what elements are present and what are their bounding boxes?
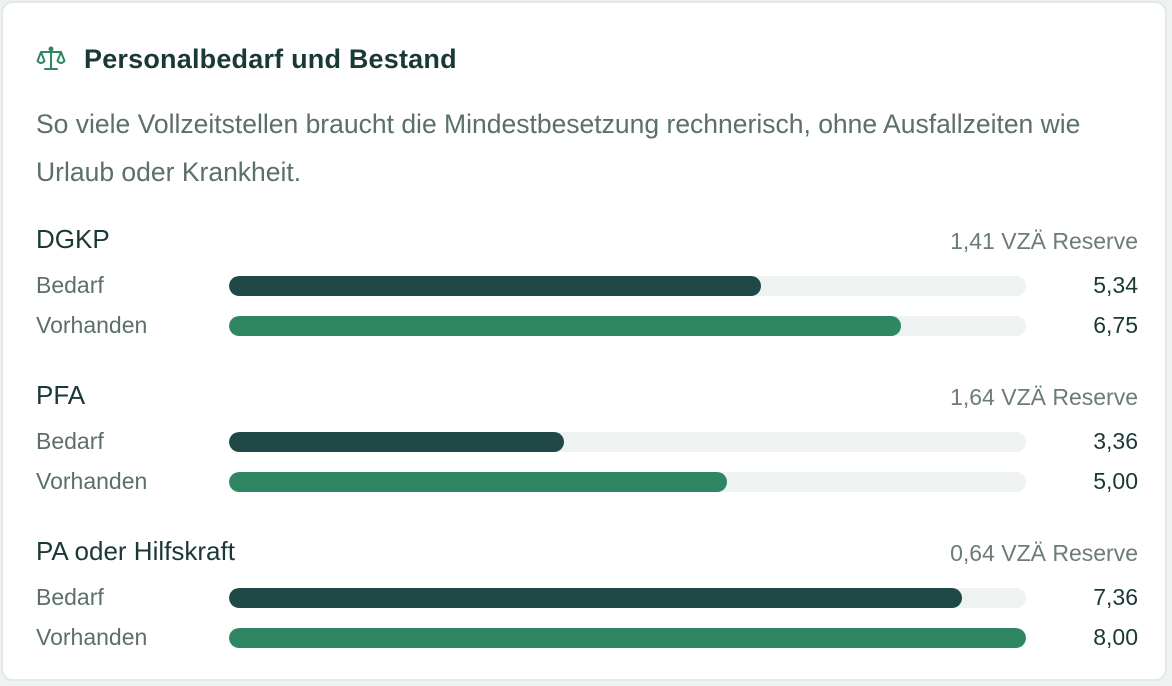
need-row: Bedarf 3,36	[36, 424, 1138, 458]
card-description: So viele Vollzeitstellen braucht die Min…	[36, 109, 1081, 187]
need-bar-fill	[229, 588, 963, 608]
have-value: 8,00	[1093, 624, 1138, 650]
need-row: Bedarf 5,34	[36, 268, 1138, 302]
have-row: Vorhanden 8,00	[36, 620, 1138, 654]
card-header: Personalbedarf und Bestand	[36, 37, 457, 81]
need-bar-fill	[229, 276, 761, 296]
have-value: 6,75	[1093, 312, 1138, 338]
have-bar-track	[229, 316, 1026, 336]
need-bar-track	[229, 432, 1026, 452]
need-label: Bedarf	[36, 584, 104, 610]
group-pa-hilfskraft: PA oder Hilfskraft 0,64 VZÄ Reserve Beda…	[36, 535, 1138, 675]
have-bar-fill	[229, 472, 728, 492]
need-bar-track	[229, 276, 1026, 296]
have-label: Vorhanden	[36, 624, 148, 650]
need-row: Bedarf 7,36	[36, 580, 1138, 614]
need-value: 5,34	[1093, 272, 1138, 298]
have-label: Vorhanden	[36, 312, 148, 338]
have-value: 5,00	[1093, 468, 1138, 494]
need-bar-track	[229, 588, 1026, 608]
have-bar-track	[229, 628, 1026, 648]
have-row: Vorhanden 5,00	[36, 464, 1138, 498]
reserve-label: 1,41 VZÄ Reserve	[950, 228, 1138, 254]
scales-icon	[36, 44, 66, 74]
need-label: Bedarf	[36, 272, 104, 298]
need-value: 7,36	[1093, 584, 1138, 610]
have-row: Vorhanden 6,75	[36, 308, 1138, 342]
group-name: DGKP	[36, 224, 110, 254]
card-title: Personalbedarf und Bestand	[84, 43, 457, 74]
group-dgkp: DGKP 1,41 VZÄ Reserve Bedarf 5,34 Vorhan…	[36, 223, 1138, 363]
have-bar-fill	[229, 628, 1026, 648]
reserve-label: 1,64 VZÄ Reserve	[950, 384, 1138, 410]
have-label: Vorhanden	[36, 468, 148, 494]
group-pfa: PFA 1,64 VZÄ Reserve Bedarf 3,36 Vorhand…	[36, 379, 1138, 519]
need-value: 3,36	[1093, 428, 1138, 454]
group-name: PA oder Hilfskraft	[36, 536, 235, 566]
reserve-label: 0,64 VZÄ Reserve	[950, 540, 1138, 566]
need-bar-fill	[229, 432, 564, 452]
need-label: Bedarf	[36, 428, 104, 454]
group-name: PFA	[36, 380, 86, 410]
have-bar-track	[229, 472, 1026, 492]
have-bar-fill	[229, 316, 902, 336]
